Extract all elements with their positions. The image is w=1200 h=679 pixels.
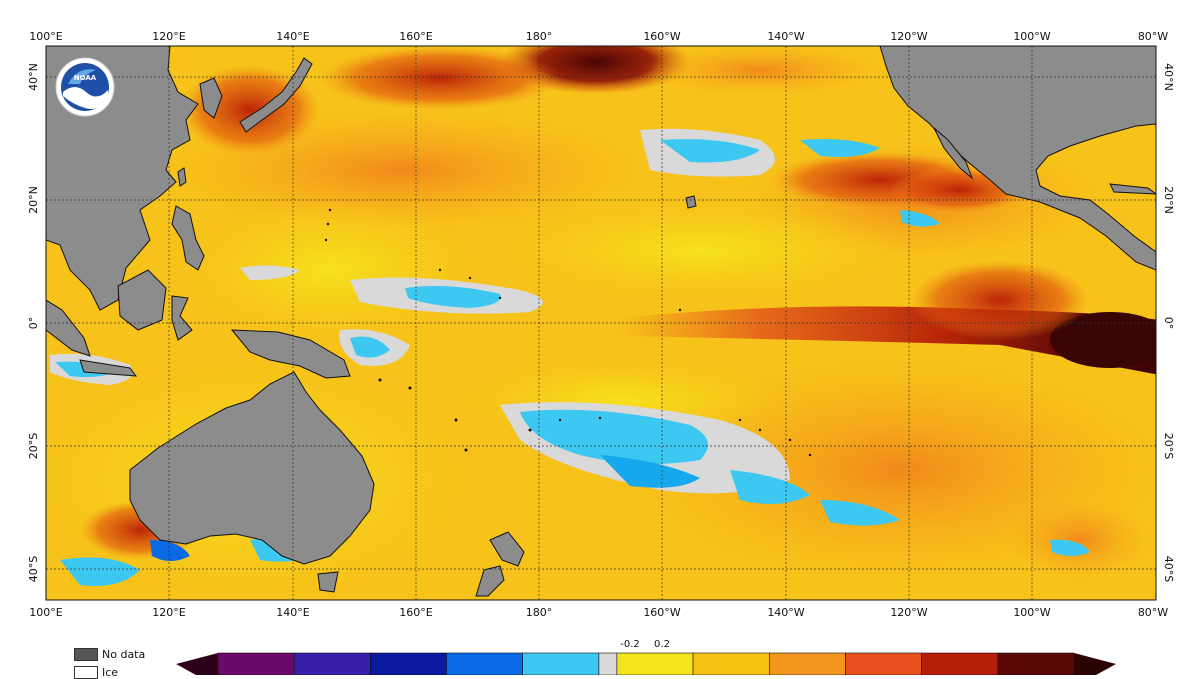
longitude-labels-top: 100°E 120°E 140°E 160°E 180° 160°W 140°W…	[29, 30, 1168, 43]
lon-label-bottom-4: 180°	[526, 606, 553, 619]
lat-label-left-2: 0°	[27, 317, 40, 330]
colorbar-segment	[692, 652, 770, 675]
australia-landmass	[129, 371, 375, 565]
lon-label-top-6: 140°W	[767, 30, 804, 43]
lon-label-bottom-6: 140°W	[767, 606, 804, 619]
lon-label-bottom-8: 100°W	[1013, 606, 1050, 619]
lon-label-bottom-3: 160°E	[399, 606, 432, 619]
colorbar-segment	[616, 652, 694, 675]
sulawesi-island	[171, 295, 193, 341]
legend-ice-swatch	[74, 666, 98, 679]
lat-label-right-2: 0°	[1162, 317, 1175, 330]
lon-label-top-7: 120°W	[890, 30, 927, 43]
map-frame	[45, 45, 1157, 601]
lon-label-top-4: 180°	[526, 30, 553, 43]
colorbar-tick-label-neg: -0.2	[620, 639, 640, 650]
lon-label-top-1: 120°E	[152, 30, 185, 43]
lon-label-bottom-7: 120°W	[890, 606, 927, 619]
legend-no-data-swatch	[74, 648, 98, 661]
lon-label-top-5: 160°W	[643, 30, 680, 43]
lon-label-bottom-1: 120°E	[152, 606, 185, 619]
new-guinea-island	[230, 329, 351, 379]
lon-label-bottom-0: 100°E	[29, 606, 62, 619]
lon-label-bottom-5: 160°W	[643, 606, 680, 619]
map-area	[46, 46, 1156, 600]
philippines-islands	[171, 205, 205, 271]
colorbar-segment	[768, 652, 846, 675]
colorbar-segment	[845, 652, 922, 675]
lon-label-bottom-2: 140°E	[276, 606, 309, 619]
noaa-logo-text: NOAA	[74, 74, 97, 82]
java-island	[79, 359, 138, 377]
latitude-labels-right: 40°N 20°N 0° 20°S 40°S	[1162, 63, 1175, 582]
lat-label-right-1: 20°N	[1162, 186, 1175, 214]
colorbar-segment	[217, 652, 295, 675]
lat-label-left-3: 20°S	[27, 433, 40, 459]
baja-peninsula	[933, 127, 974, 180]
korea-peninsula	[199, 77, 223, 119]
lon-label-top-2: 140°E	[276, 30, 309, 43]
lat-label-right-4: 40°S	[1162, 556, 1175, 582]
longitude-labels-bottom: 100°E 120°E 140°E 160°E 180° 160°W 140°W…	[29, 606, 1168, 619]
colorbar-segment	[522, 652, 600, 675]
graticule	[46, 46, 1156, 600]
hawaii-islands	[685, 195, 697, 209]
landmasses	[46, 46, 1156, 597]
colorbar-right-arrow	[1074, 653, 1116, 675]
latitude-labels-left: 40°N 20°N 0° 20°S 40°S	[27, 63, 40, 582]
sumatra-island	[46, 299, 91, 357]
lon-label-top-8: 100°W	[1013, 30, 1050, 43]
legend-ice-label: Ice	[102, 666, 119, 679]
colorbar-segments	[217, 652, 1075, 675]
japan-islands	[239, 57, 313, 133]
legend-no-data-label: No data	[102, 648, 146, 661]
colorbar-segment	[446, 652, 523, 675]
lat-label-right-3: 20°S	[1162, 433, 1175, 459]
lat-label-left-0: 40°N	[27, 63, 40, 91]
lon-label-bottom-9: 80°W	[1138, 606, 1168, 619]
lon-label-top-0: 100°E	[29, 30, 62, 43]
small-islands	[324, 208, 1086, 457]
lon-label-top-9: 80°W	[1138, 30, 1168, 43]
colorbar-segment	[997, 652, 1075, 675]
lon-label-top-3: 160°E	[399, 30, 432, 43]
colorbar-left-arrow	[176, 653, 218, 675]
borneo-island	[117, 269, 167, 331]
lat-label-left-4: 40°S	[27, 556, 40, 582]
colorbar-segment	[598, 652, 618, 675]
colorbar-tick-label-pos: 0.2	[654, 639, 670, 650]
colorbar-segment	[293, 652, 371, 675]
new-zealand-islands	[475, 531, 525, 597]
cuba-island	[1109, 183, 1156, 195]
lat-label-left-1: 20°N	[27, 186, 40, 214]
noaa-logo: NOAA	[55, 57, 115, 117]
colorbar: -0.2 0.2	[176, 639, 1116, 675]
colorbar-segment	[370, 652, 447, 675]
lat-label-right-0: 40°N	[1162, 63, 1175, 91]
tasmania-island	[317, 571, 339, 593]
taiwan-island	[177, 167, 187, 187]
colorbar-segment	[921, 652, 999, 675]
